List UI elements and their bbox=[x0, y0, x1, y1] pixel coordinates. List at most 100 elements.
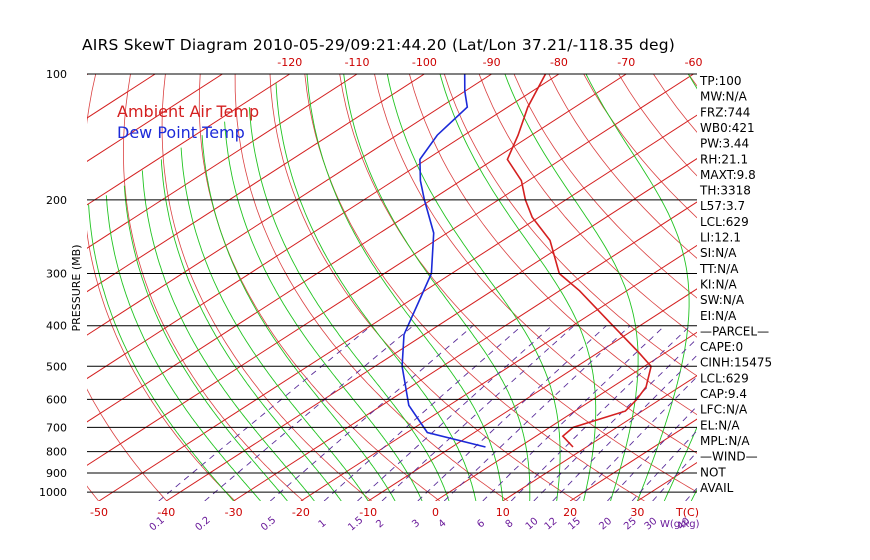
mixing-ratio-tick-label: 2 bbox=[374, 518, 386, 531]
index-readout: SI:N/A bbox=[700, 246, 737, 260]
isotherm-line bbox=[839, 74, 870, 501]
index-readout: RH:21.1 bbox=[700, 152, 748, 166]
mixing-ratio-line bbox=[417, 325, 607, 501]
index-readout: MW:N/A bbox=[700, 90, 748, 104]
top-temp-tick-label: -70 bbox=[617, 56, 635, 69]
index-readout: EI:N/A bbox=[700, 309, 737, 323]
bottom-temp-tick-label: -30 bbox=[225, 506, 243, 519]
index-readout: LCL:629 bbox=[700, 371, 749, 385]
index-readout: —PARCEL— bbox=[700, 324, 769, 338]
isotherm-line bbox=[367, 288, 697, 501]
index-readout: TH:3318 bbox=[699, 184, 751, 198]
moist-adiabat-line bbox=[248, 107, 450, 501]
moist-adiabat-line bbox=[386, 74, 561, 501]
mixing-ratio-axis-label: W(g/kg) bbox=[660, 519, 700, 530]
dry-adiabat-line bbox=[269, 74, 577, 501]
index-readout: —WIND— bbox=[700, 450, 758, 464]
index-readout: SW:N/A bbox=[700, 293, 745, 307]
mixing-ratio-line bbox=[533, 338, 697, 501]
isotherm-line bbox=[87, 74, 223, 162]
index-readout: LI:12.1 bbox=[700, 231, 741, 245]
pressure-tick-label: 100 bbox=[46, 68, 67, 81]
dry-adiabat-line bbox=[758, 74, 870, 501]
top-temp-tick-label: -60 bbox=[685, 56, 703, 69]
moist-adiabat-line bbox=[141, 170, 315, 501]
pressure-tick-label: 900 bbox=[46, 467, 67, 480]
moist-adiabat-line bbox=[343, 74, 531, 501]
dry-adiabat-line bbox=[122, 74, 304, 501]
dewpoint-profile-line bbox=[401, 74, 486, 448]
mixing-ratio-line bbox=[510, 325, 691, 501]
dry-adiabat-line bbox=[409, 74, 697, 416]
top-temp-tick-label: -80 bbox=[550, 56, 568, 69]
moist-adiabat-line bbox=[504, 74, 639, 501]
top-temp-tick-label: -100 bbox=[412, 56, 437, 69]
index-readout: PW:3.44 bbox=[700, 137, 749, 151]
dry-adiabat-line bbox=[87, 388, 168, 501]
pressure-tick-label: 200 bbox=[46, 194, 67, 207]
mixing-ratio-line bbox=[631, 430, 697, 501]
bottom-temp-tick-label: -20 bbox=[292, 506, 310, 519]
isotherm-line bbox=[98, 114, 697, 501]
isotherm-line bbox=[87, 74, 492, 336]
bottom-axis-unit: T(C) bbox=[675, 506, 699, 519]
isotherm-line bbox=[502, 375, 697, 501]
top-temp-tick-label: -110 bbox=[345, 56, 370, 69]
legend-entry: Dew Point Temp bbox=[117, 123, 245, 142]
bottom-temp-tick-label: 0 bbox=[432, 506, 439, 519]
chart-title: AIRS SkewT Diagram 2010-05-29/09:21:44.2… bbox=[82, 36, 676, 54]
bottom-temp-tick-label: -10 bbox=[359, 506, 377, 519]
index-readout: L57:3.7 bbox=[700, 199, 745, 213]
dry-adiabat-line bbox=[478, 74, 697, 338]
isotherm-line bbox=[435, 331, 697, 501]
moist-adiabat-line bbox=[123, 185, 288, 501]
index-readout: WB0:421 bbox=[700, 121, 755, 135]
index-readout: CINH:15475 bbox=[700, 356, 772, 370]
mixing-ratio-tick-label: 10 bbox=[524, 516, 541, 533]
isotherm-line bbox=[233, 201, 697, 501]
pressure-tick-label: 700 bbox=[46, 421, 67, 434]
isotherm-line bbox=[87, 74, 358, 249]
moist-adiabat-line bbox=[306, 74, 504, 501]
mixing-ratio-tick-label: 8 bbox=[504, 518, 516, 531]
mixing-ratio-line bbox=[482, 325, 666, 501]
mixing-ratio-line bbox=[357, 325, 553, 501]
mixing-ratio-tick-label: 6 bbox=[475, 518, 487, 531]
index-readout: EL:N/A bbox=[700, 418, 740, 432]
pressure-tick-label: 1000 bbox=[39, 486, 67, 499]
top-temp-tick-label: -120 bbox=[277, 56, 302, 69]
mixing-ratio-tick-label: 1 bbox=[317, 518, 329, 531]
plot-area bbox=[0, 74, 870, 501]
bottom-temp-tick-label: 30 bbox=[630, 506, 644, 519]
pressure-tick-label: 600 bbox=[46, 393, 67, 406]
dry-adiabat-line bbox=[374, 74, 697, 454]
index-readout: KI:N/A bbox=[700, 277, 737, 291]
dry-adiabat-line bbox=[0, 74, 30, 501]
mixing-ratio-line bbox=[575, 376, 697, 501]
index-readout: CAPE:0 bbox=[700, 340, 743, 354]
mixing-ratio-line bbox=[443, 325, 631, 501]
index-readout: NOT bbox=[700, 465, 726, 479]
pressure-tick-label: 400 bbox=[46, 320, 67, 333]
isotherm-line bbox=[300, 244, 697, 501]
index-readout: FRZ:744 bbox=[700, 105, 750, 119]
mixing-ratio-tick-label: 4 bbox=[437, 518, 449, 531]
index-readout: TP:100 bbox=[699, 74, 742, 88]
mixing-ratio-tick-label: 20 bbox=[597, 516, 614, 533]
mixing-ratio-tick-label: 30 bbox=[643, 516, 660, 533]
moist-adiabat-line bbox=[663, 74, 697, 501]
isotherm-line bbox=[569, 418, 697, 501]
dry-adiabat-line bbox=[548, 74, 697, 259]
dry-adiabat-line bbox=[513, 74, 697, 299]
mixing-ratio-line bbox=[607, 405, 697, 501]
dry-adiabat-line bbox=[863, 74, 870, 501]
y-axis-label: PRESSURE (MB) bbox=[70, 245, 83, 332]
mixing-ratio-line bbox=[270, 325, 474, 501]
top-temp-tick-label: -90 bbox=[483, 56, 501, 69]
moist-adiabat-line bbox=[275, 82, 477, 501]
legend-entry: Ambient Air Temp bbox=[117, 102, 259, 121]
dry-adiabat-line bbox=[87, 74, 236, 501]
moist-adiabat-line bbox=[439, 74, 597, 501]
bottom-temp-tick-label: -50 bbox=[90, 506, 108, 519]
